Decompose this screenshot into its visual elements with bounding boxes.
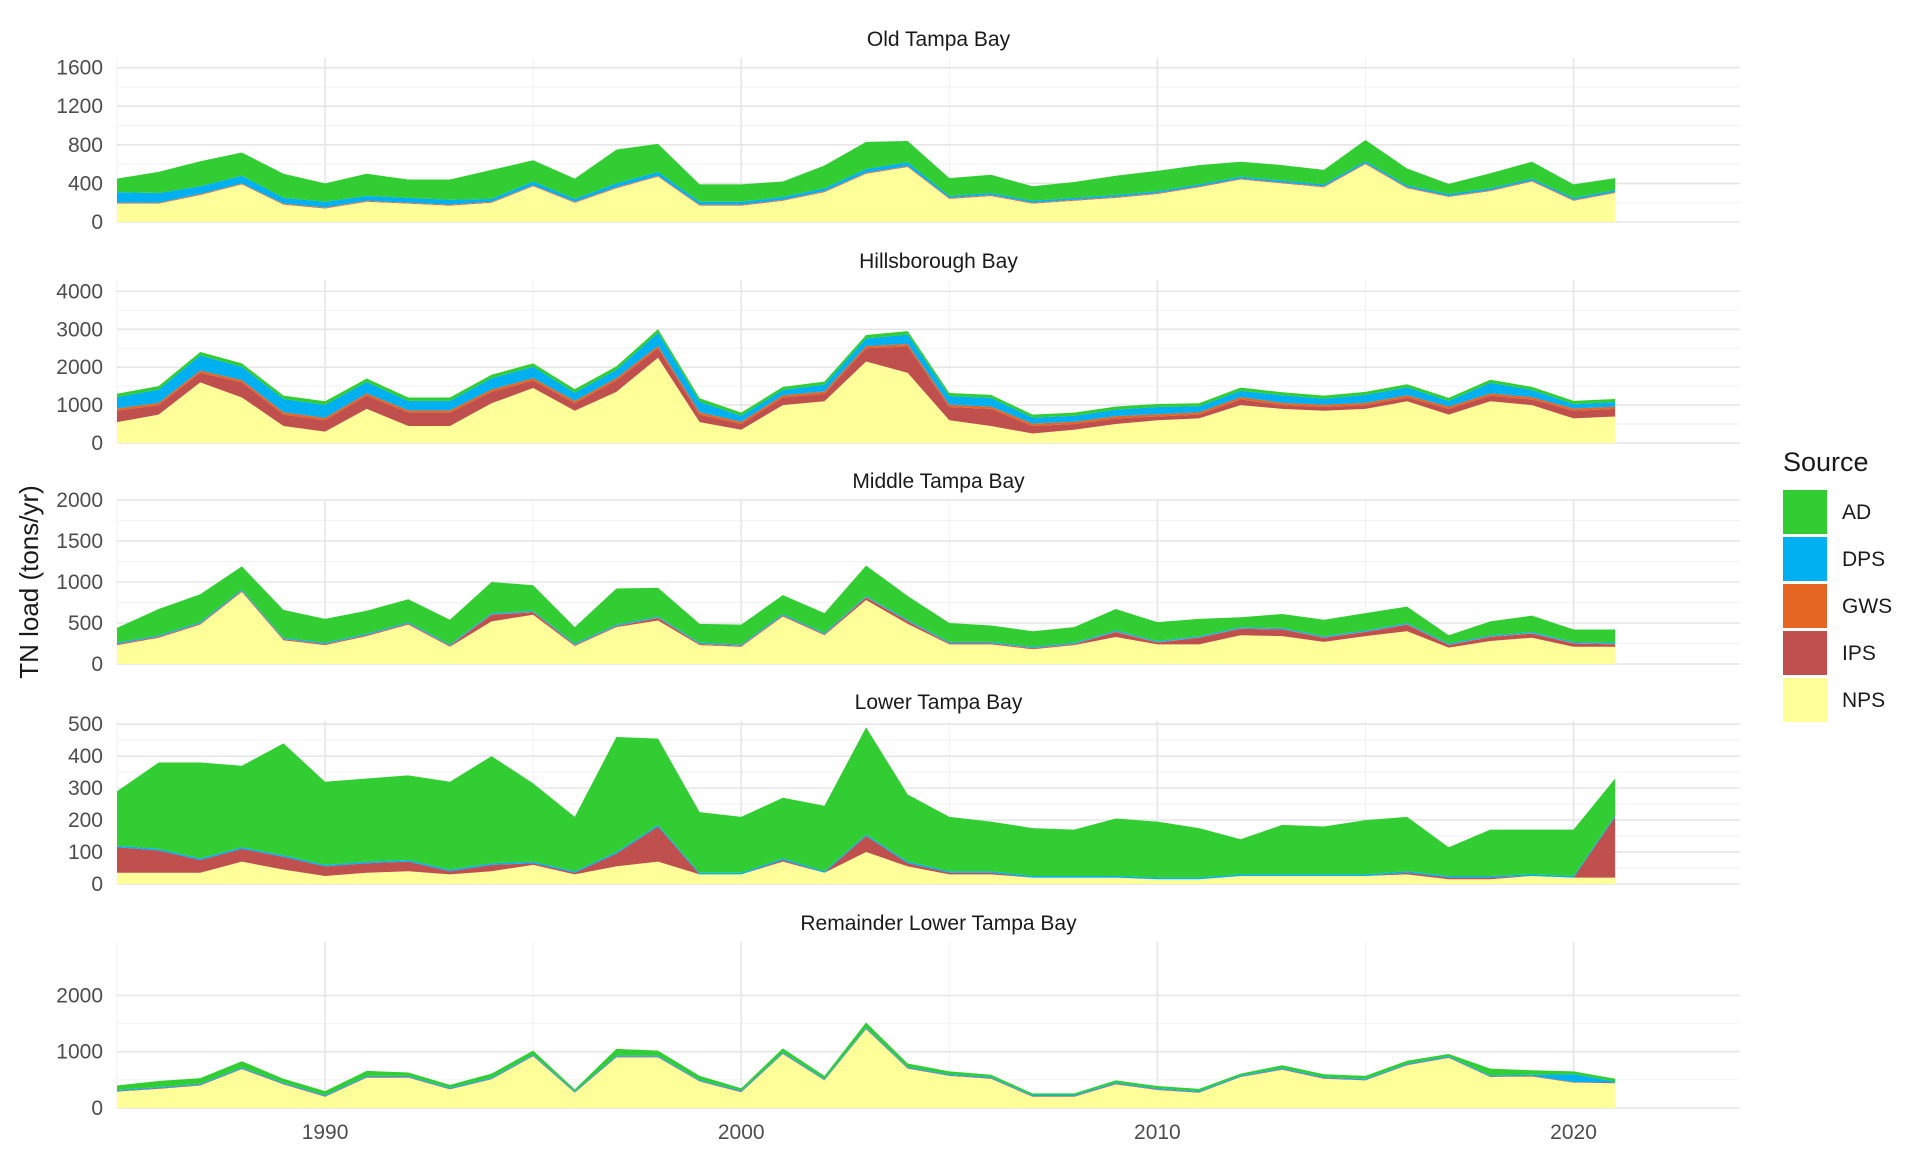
y-tick-label: 2000	[56, 489, 103, 512]
y-tick-label: 0	[91, 873, 103, 896]
area-dps	[117, 161, 1616, 208]
panel-2: Middle Tampa Bay 0 500 1000 1500 2000	[56, 470, 1740, 676]
panel-title: Remainder Lower Tampa Bay	[800, 912, 1077, 935]
panel-title: Lower Tampa Bay	[855, 691, 1023, 714]
legend-title: Source	[1783, 447, 1869, 477]
area-ips	[117, 163, 1616, 209]
panel-1: Hillsborough Bay 0 1000 2000 3000 4000	[56, 250, 1740, 455]
legend-swatch-ips	[1783, 631, 1827, 675]
y-tick-label: 1000	[56, 1041, 103, 1064]
y-tick-label: 0	[91, 653, 103, 676]
y-tick-label: 0	[91, 432, 103, 455]
area-nps	[117, 164, 1616, 222]
legend-label-dps: DPS	[1842, 548, 1885, 571]
area-ad	[117, 565, 1616, 647]
y-tick-label: 4000	[56, 280, 103, 303]
y-tick-label: 1500	[56, 530, 103, 553]
panel-4: Remainder Lower Tampa Bay 0 1000 2000	[56, 912, 1740, 1120]
legend: Source AD DPS GWS IPS NPS	[1783, 447, 1892, 722]
legend-label-ad: AD	[1842, 501, 1871, 524]
panel-0: Old Tampa Bay 0 400 800 1200 1600	[56, 28, 1740, 234]
area-ad	[117, 140, 1616, 202]
panel-title: Hillsborough Bay	[859, 250, 1018, 273]
legend-label-gws: GWS	[1842, 595, 1892, 618]
y-tick-label: 800	[68, 134, 103, 157]
panel-title: Old Tampa Bay	[867, 28, 1011, 51]
panel-title: Middle Tampa Bay	[852, 470, 1025, 493]
x-tick-label: 1990	[302, 1121, 349, 1144]
y-tick-label: 400	[68, 745, 103, 768]
area-nps	[117, 1029, 1616, 1108]
x-tick-label: 2010	[1134, 1121, 1181, 1144]
y-tick-label: 1600	[56, 57, 103, 80]
y-axis-label: TN load (tons/yr)	[14, 485, 44, 679]
y-tick-label: 500	[68, 713, 103, 736]
y-tick-label: 200	[68, 809, 103, 832]
area-nps	[117, 591, 1616, 664]
area-ad	[117, 1022, 1616, 1096]
y-tick-label: 1200	[56, 95, 103, 118]
legend-label-nps: NPS	[1842, 689, 1885, 712]
legend-label-ips: IPS	[1842, 642, 1876, 665]
y-tick-label: 0	[91, 211, 103, 234]
y-tick-label: 2000	[56, 984, 103, 1007]
legend-swatch-dps	[1783, 537, 1827, 581]
y-tick-label: 1000	[56, 394, 103, 417]
x-tick-label: 2000	[718, 1121, 765, 1144]
area-gws	[117, 163, 1616, 209]
legend-swatch-gws	[1783, 584, 1827, 628]
y-tick-label: 400	[68, 172, 103, 195]
area-ips	[117, 591, 1616, 650]
area-nps	[117, 852, 1616, 884]
area-ips	[117, 816, 1616, 880]
legend-swatch-ad	[1783, 490, 1827, 534]
y-tick-label: 3000	[56, 318, 103, 341]
y-tick-label: 0	[91, 1097, 103, 1120]
y-tick-label: 2000	[56, 356, 103, 379]
area-nps	[117, 357, 1616, 443]
legend-swatch-nps	[1783, 678, 1827, 722]
y-tick-label: 100	[68, 841, 103, 864]
x-tick-label: 2020	[1550, 1121, 1597, 1144]
y-tick-label: 300	[68, 777, 103, 800]
area-ad	[117, 727, 1616, 878]
y-tick-label: 1000	[56, 571, 103, 594]
panel-3: Lower Tampa Bay 0 100 200 300 400 500	[68, 691, 1740, 896]
y-tick-label: 500	[68, 612, 103, 635]
